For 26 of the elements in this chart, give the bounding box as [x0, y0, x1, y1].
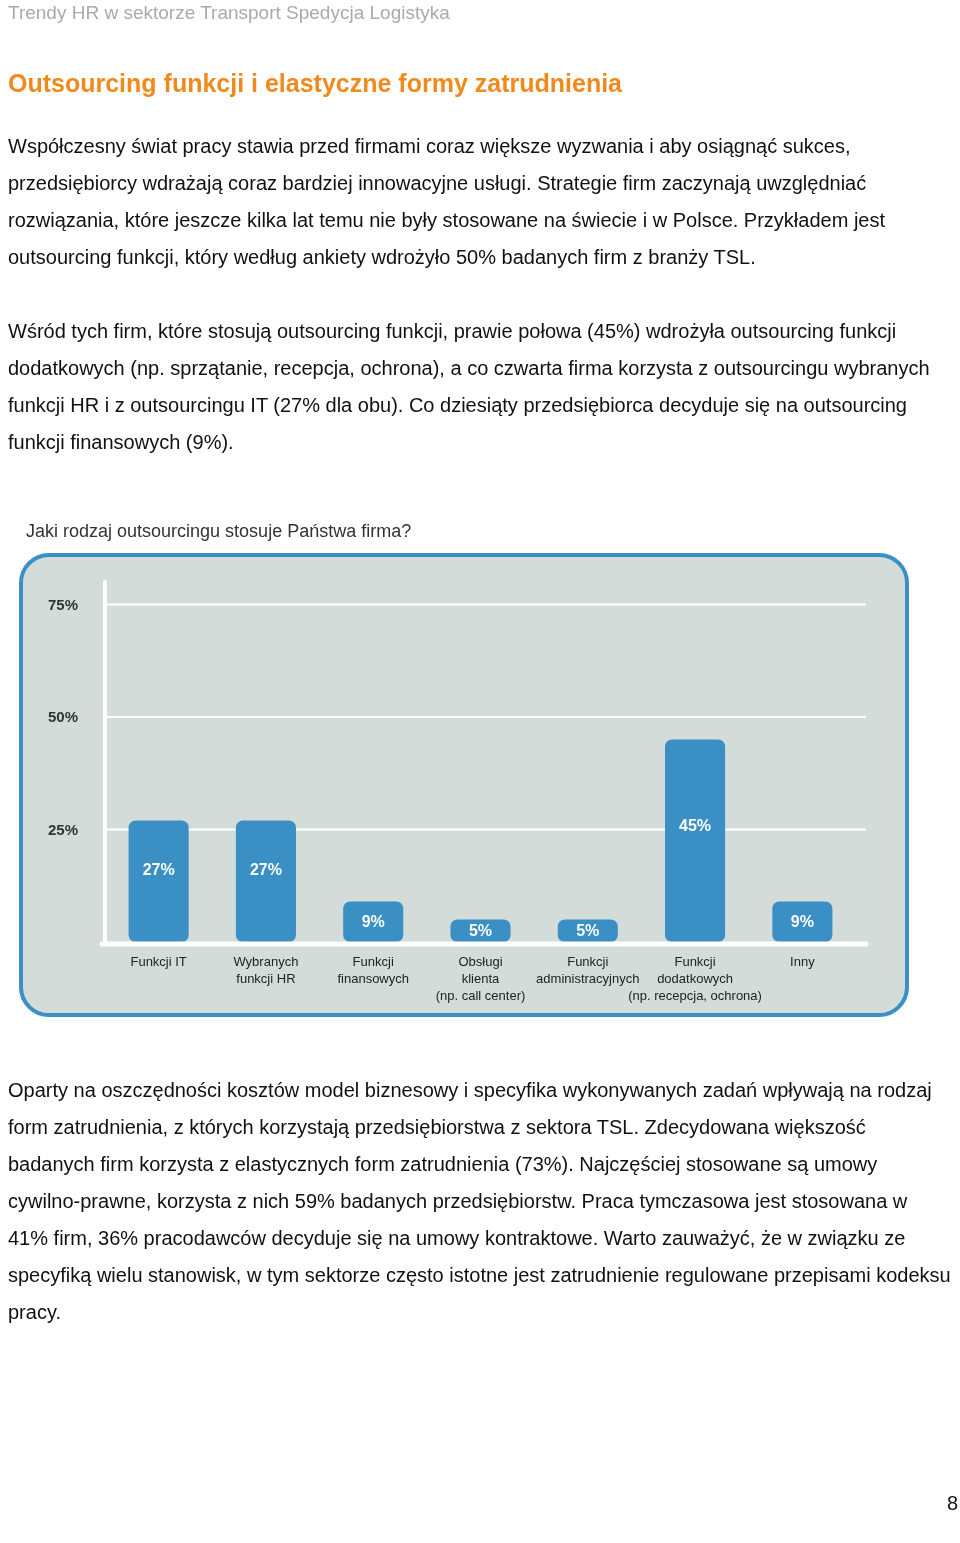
- chart-title: Jaki rodzaj outsourcingu stosuje Państwa firma?: [26, 521, 413, 542]
- data-label: 27%: [142, 861, 175, 879]
- text: Outsourcing funkcji i elastyczne formy zatrudnienia: [8, 69, 623, 98]
- text: Współczesny świat pracy stawia przed firmami coraz większe wyzwania i aby osiągnąć sukces, przedsiębiorcy wdrażają coraz bardziej innowacyjne usługi. Strategie firm zaczynają uwzględniać rozwiązania, które jeszcze kilka lat temu nie były stosowane na świecie i w Polsce. Przykładem jest outsourcing funkcji, który według ankiety wdrożyło 50% badanych firm z branży TSL.: [8, 134, 887, 270]
- data-label: 5%: [576, 921, 600, 939]
- data-label: 9%: [361, 912, 385, 930]
- data-label: 9%: [790, 912, 814, 930]
- x-tick-label: Funkcji administracyjnych: [536, 954, 640, 986]
- bar: [235, 820, 296, 942]
- y-tick-label: 50%: [47, 708, 79, 726]
- text: Trendy HR w sektorze Transport Spedycja Logistyka: [8, 2, 451, 24]
- x-tick-label: Inny: [790, 954, 816, 969]
- text: Wśród tych firm, które stosują outsourcing funkcji, prawie połowa (45%) wdrożyła outsourcing funkcji dodatkowych (np. sprzątanie, recepcja, ochrona), a co czwarta firma korzysta z outsourcingu wybranych funkcji HR i z outsourcingu IT (27% dla obu). Co dziesiąty przedsiębiorca decyduje się na outsourcing funkcji finansowych (9%).: [8, 319, 931, 455]
- x-tick-label: Funkcji finansowych: [337, 954, 409, 986]
- bar: [128, 820, 189, 942]
- text: 8: [946, 1492, 958, 1515]
- x-tick-label: Funkcji IT: [130, 954, 187, 969]
- data-label: 45%: [679, 816, 712, 834]
- x-tick-label: Wybranych funkcji HR: [233, 954, 299, 986]
- text: Oparty na oszczędności kosztów model biznesowy i specyfika wykonywanych zadań wpływają na rodzaj form zatrudnienia, z których korzystają przedsiębiorstwa z sektora TSL. Zdecydowana większość badanych firm korzysta z elastycznych form zatrudnienia (73%). Najczęściej stosowane są umowy cywilno-prawne, korzysta z nich 59% badanych przedsiębiorstw. Praca tymczasowa jest stosowana w 41% firm, 36% pracodawców decyduje się na umowy kontraktowe. Warto zauważyć, że w związku ze specyfiką wielu stanowisk, w tym sektorze często istotne jest zatrudnienie regulowane przepisami kodeksu pracy.: [8, 1078, 952, 1325]
- y-tick-label: 75%: [47, 595, 79, 613]
- x-tick-label: Obsługi klienta (np. call center): [435, 954, 526, 1003]
- data-label: 27%: [249, 861, 282, 879]
- bar: [665, 739, 726, 942]
- data-label: 5%: [468, 921, 493, 939]
- y-tick-label: 25%: [47, 820, 79, 838]
